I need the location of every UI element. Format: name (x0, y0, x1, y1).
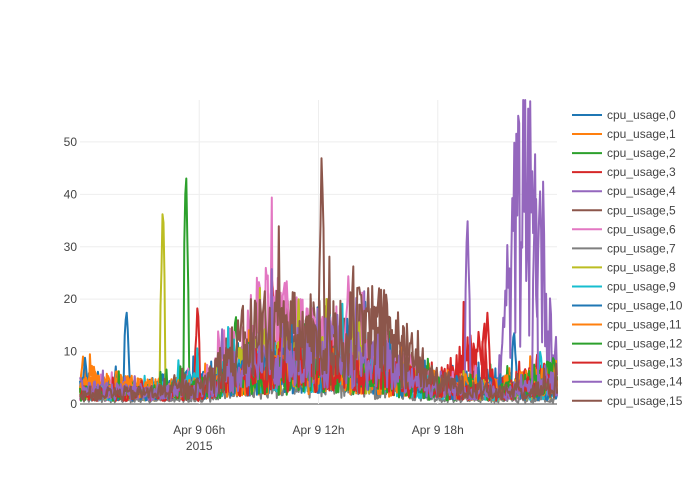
y-tick-label: 30 (64, 240, 78, 254)
legend-item[interactable]: cpu_usage,10 (572, 299, 683, 313)
legend-item[interactable]: cpu_usage,3 (572, 165, 676, 179)
legend-label: cpu_usage,5 (607, 203, 676, 217)
y-tick-label: 40 (64, 187, 78, 201)
x-tick-label: Apr 9 06h (173, 423, 225, 437)
axes: 0 10 20 30 40 50 Apr 9 06h 2015 Apr 9 12h Apr 9 1… (64, 135, 464, 453)
legend-item[interactable]: cpu_usage,8 (572, 260, 676, 274)
legend-label: cpu_usage,4 (607, 184, 676, 198)
legend-label: cpu_usage,6 (607, 222, 676, 236)
legend-label: cpu_usage,1 (607, 127, 676, 141)
legend-label: cpu_usage,7 (607, 241, 676, 255)
y-tick-label: 20 (64, 292, 78, 306)
legend-item[interactable]: cpu_usage,9 (572, 279, 676, 293)
legend-label: cpu_usage,0 (607, 108, 676, 122)
x-tick-label: Apr 9 18h (412, 423, 464, 437)
legend-item[interactable]: cpu_usage,11 (572, 318, 682, 332)
legend-item[interactable]: cpu_usage,5 (572, 203, 676, 217)
legend-label: cpu_usage,10 (607, 299, 683, 313)
legend-label: cpu_usage,2 (607, 146, 676, 160)
legend-item[interactable]: cpu_usage,13 (572, 356, 683, 370)
y-tick-label: 50 (64, 135, 78, 149)
legend-item[interactable]: cpu_usage,7 (572, 241, 676, 255)
x-tick-sublabel: 2015 (186, 439, 213, 453)
legend-item[interactable]: cpu_usage,12 (572, 337, 683, 351)
legend-item[interactable]: cpu_usage,2 (572, 146, 676, 160)
legend-label: cpu_usage,14 (607, 375, 683, 389)
legend-item[interactable]: cpu_usage,15 (572, 394, 683, 408)
legend-label: cpu_usage,13 (607, 356, 683, 370)
legend-label: cpu_usage,9 (607, 279, 676, 293)
x-tick-label: Apr 9 12h (292, 423, 344, 437)
series-line-15 (79, 225, 558, 402)
legend-item[interactable]: cpu_usage,14 (572, 375, 683, 389)
legend-label: cpu_usage,8 (607, 260, 676, 274)
legend-label: cpu_usage,11 (607, 318, 682, 332)
legend-label: cpu_usage,3 (607, 165, 676, 179)
y-tick-label: 10 (64, 345, 78, 359)
y-tick-label: 0 (70, 397, 77, 411)
legend-item[interactable]: cpu_usage,4 (572, 184, 676, 198)
legend-item[interactable]: cpu_usage,1 (572, 127, 676, 141)
series-lines (79, 99, 558, 404)
legend-label: cpu_usage,15 (607, 394, 683, 408)
legend-label: cpu_usage,12 (607, 337, 683, 351)
legend-item[interactable]: cpu_usage,6 (572, 222, 676, 236)
legend[interactable]: cpu_usage,0 cpu_usage,1 cpu_usage,2 cpu_usa… (572, 108, 683, 408)
legend-item[interactable]: cpu_usage,0 (572, 108, 676, 122)
